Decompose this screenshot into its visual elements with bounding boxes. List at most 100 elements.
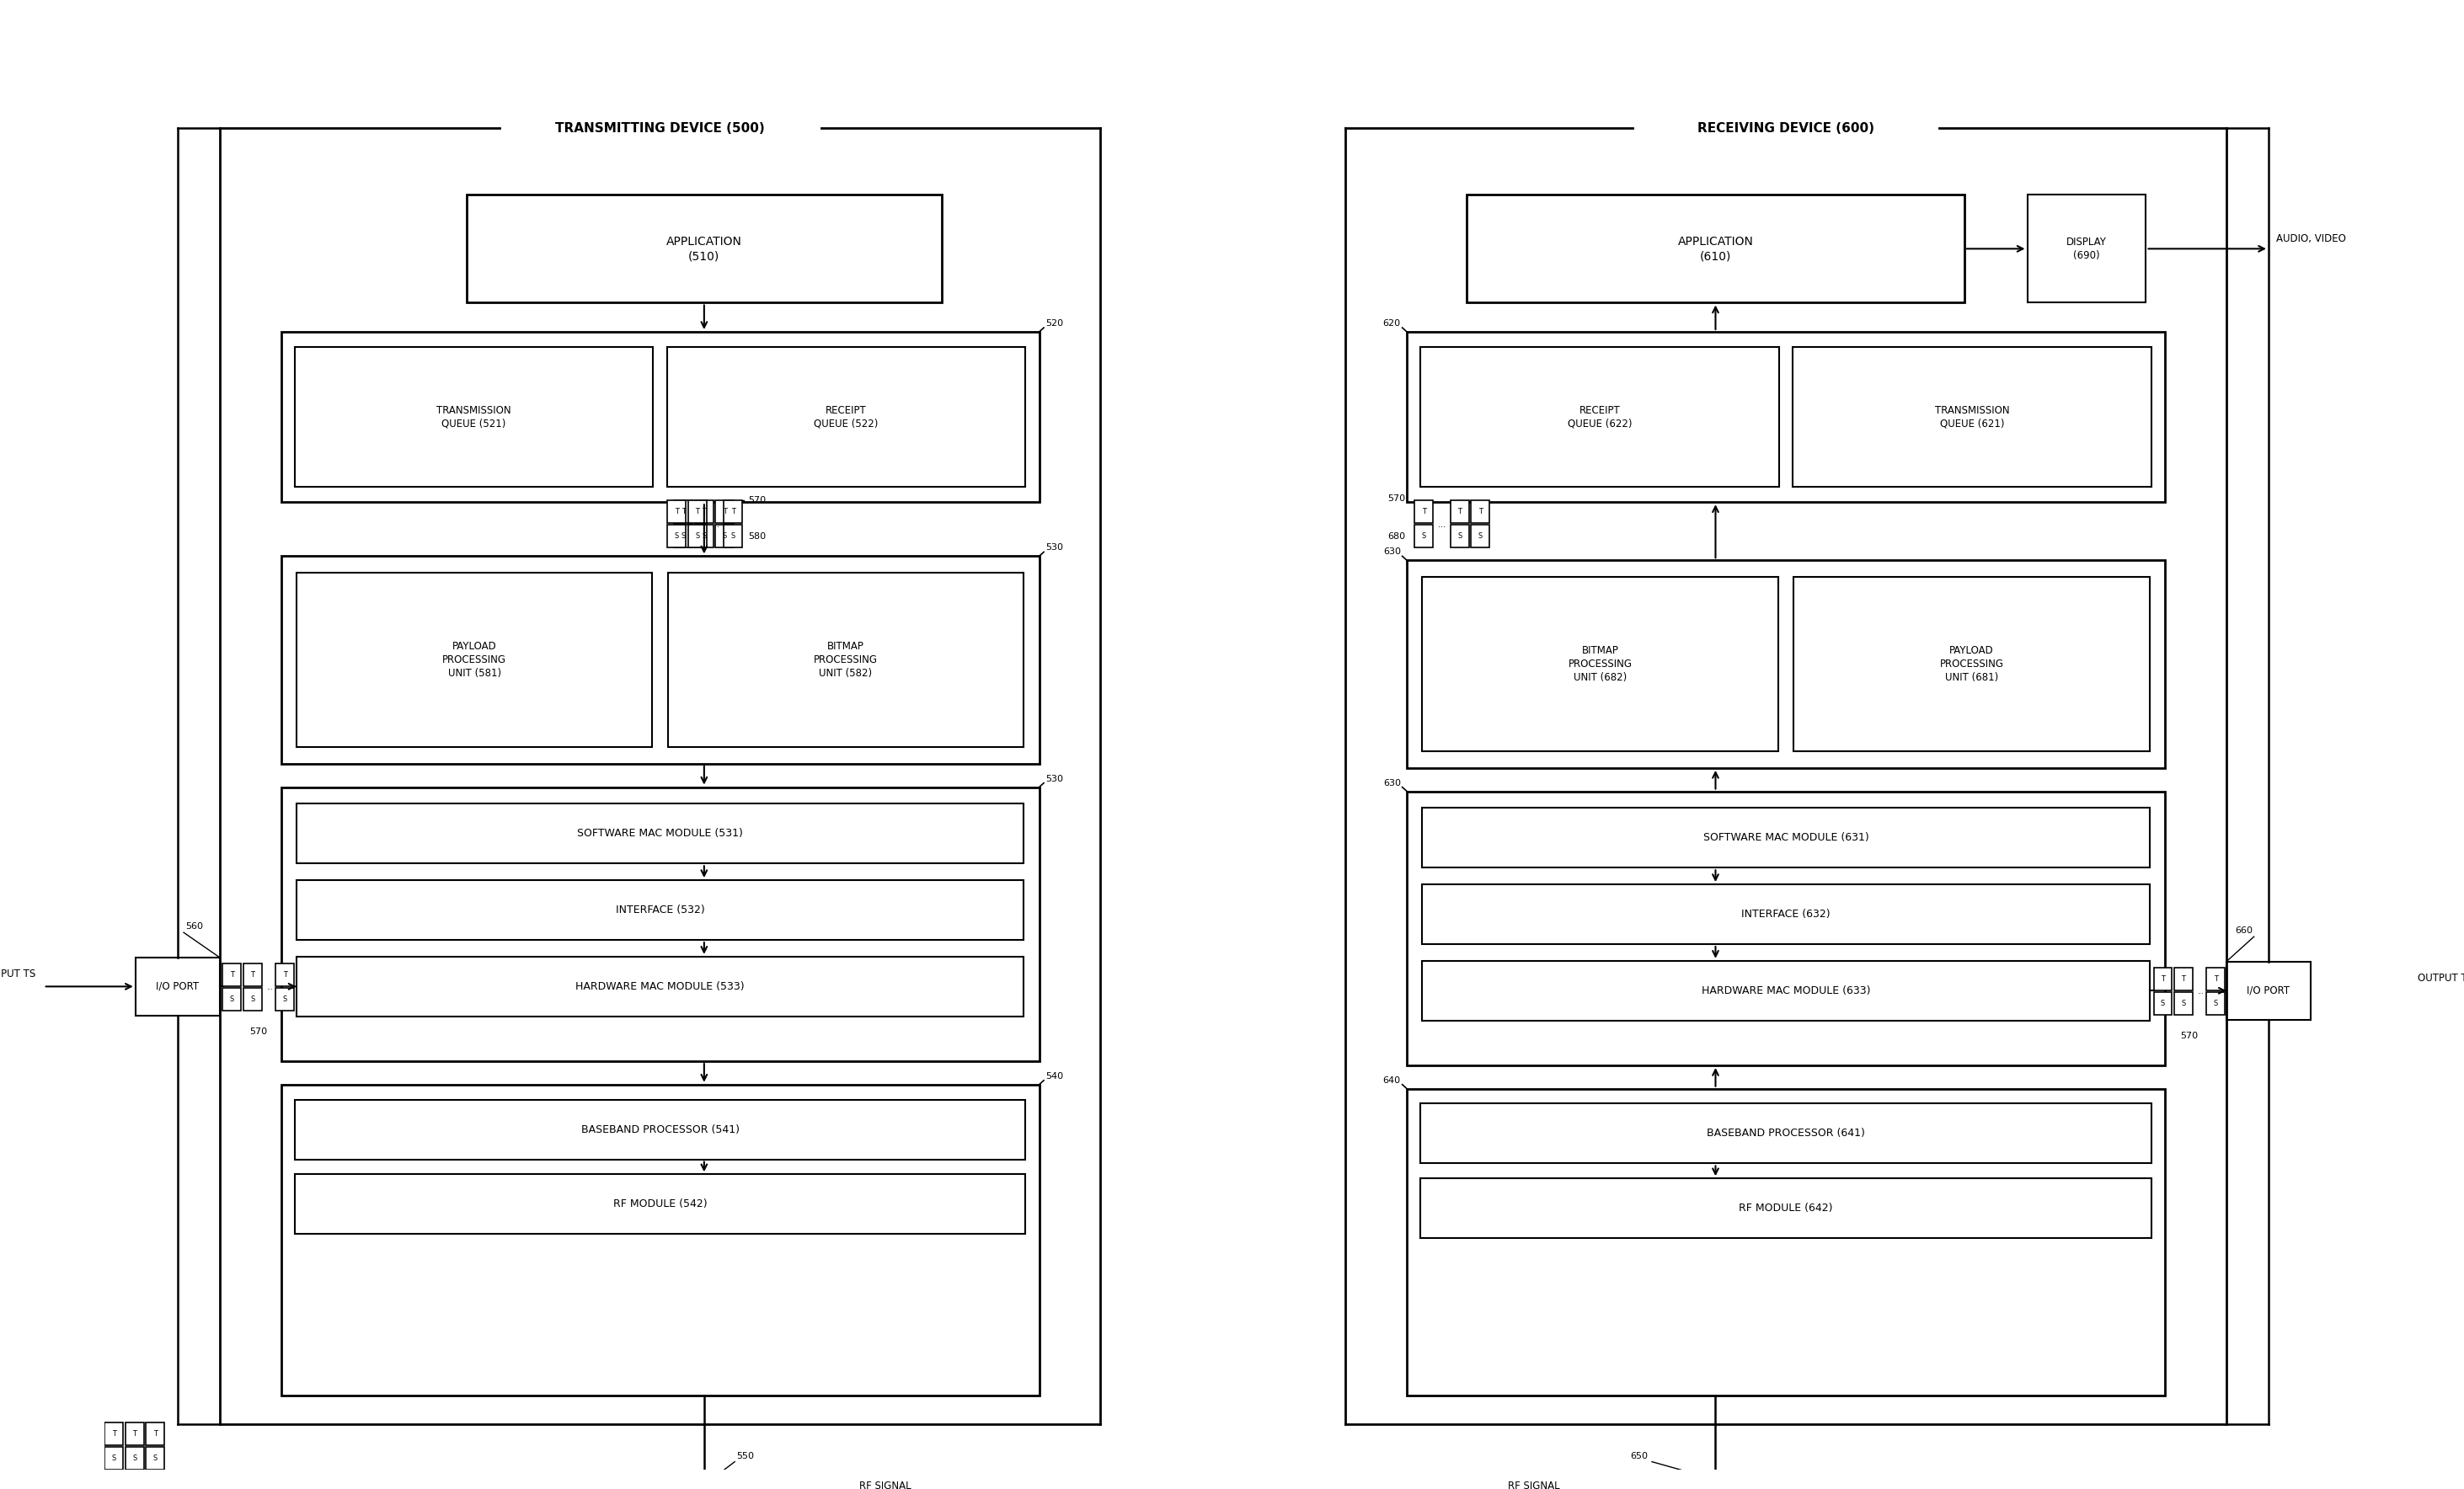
Bar: [276, 963, 293, 987]
Text: S: S: [695, 533, 700, 541]
Text: RF SIGNAL: RF SIGNAL: [1508, 1480, 1560, 1489]
Text: 630: 630: [1382, 548, 1400, 557]
Text: S: S: [133, 1455, 138, 1462]
Text: T: T: [1459, 508, 1461, 515]
Text: RECEIPT
QUEUE (522): RECEIPT QUEUE (522): [813, 405, 877, 429]
Text: AUDIO, VIDEO: AUDIO, VIDEO: [2277, 234, 2346, 244]
Text: 520: 520: [1045, 319, 1062, 328]
Bar: [1407, 791, 2166, 1066]
Bar: [2205, 992, 2225, 1015]
Text: I/O PORT: I/O PORT: [155, 981, 200, 992]
Bar: [145, 1422, 165, 1446]
Text: PAYLOAD
PROCESSING
UNIT (681): PAYLOAD PROCESSING UNIT (681): [1939, 645, 2003, 683]
Text: 570: 570: [2181, 1032, 2198, 1041]
Bar: [1451, 500, 1469, 523]
Text: 530: 530: [1045, 543, 1062, 552]
Text: 540: 540: [1045, 1072, 1062, 1081]
Bar: [1407, 1088, 2166, 1395]
Bar: [715, 500, 734, 523]
Bar: [296, 1099, 1025, 1160]
Text: 560: 560: [185, 922, 202, 931]
Text: T: T: [732, 508, 734, 515]
Text: T: T: [675, 508, 678, 515]
Text: S: S: [1422, 533, 1427, 541]
Bar: [466, 195, 941, 302]
Text: 640: 640: [1382, 1077, 1400, 1084]
Text: BITMAP
PROCESSING
UNIT (682): BITMAP PROCESSING UNIT (682): [1567, 645, 1631, 683]
Text: S: S: [1459, 533, 1461, 541]
Bar: [244, 987, 261, 1011]
Bar: [296, 880, 1025, 940]
Bar: [1422, 960, 2149, 1020]
Text: BASEBAND PROCESSOR (641): BASEBAND PROCESSOR (641): [1708, 1129, 1865, 1139]
Text: T: T: [2161, 975, 2166, 983]
Bar: [724, 524, 742, 548]
Text: PAYLOAD
PROCESSING
UNIT (581): PAYLOAD PROCESSING UNIT (581): [444, 642, 508, 679]
Bar: [2227, 962, 2311, 1020]
Text: HARDWARE MAC MODULE (533): HARDWARE MAC MODULE (533): [577, 981, 744, 992]
Text: OUTPUT TS: OUTPUT TS: [2417, 972, 2464, 984]
Text: 620: 620: [1382, 319, 1400, 328]
Bar: [296, 804, 1025, 864]
Bar: [1422, 809, 2149, 868]
Bar: [281, 557, 1040, 764]
Text: T: T: [702, 508, 707, 515]
Text: S: S: [2181, 999, 2186, 1008]
Bar: [1466, 195, 1964, 302]
Text: 570: 570: [249, 1027, 266, 1036]
Text: RF SIGNAL: RF SIGNAL: [860, 1480, 912, 1489]
Bar: [1794, 347, 2151, 487]
Text: T: T: [229, 971, 234, 978]
Text: T: T: [283, 971, 286, 978]
Text: INTERFACE (532): INTERFACE (532): [616, 905, 705, 916]
Bar: [715, 524, 734, 548]
Text: S: S: [251, 996, 254, 1004]
Text: INTERFACE (632): INTERFACE (632): [1742, 908, 1831, 920]
Text: S: S: [153, 1455, 158, 1462]
Text: 630: 630: [1382, 779, 1400, 788]
Text: 570: 570: [1387, 494, 1404, 503]
Text: S: S: [229, 996, 234, 1004]
Bar: [1422, 347, 1779, 487]
Text: RF MODULE (542): RF MODULE (542): [614, 1199, 707, 1209]
Text: S: S: [675, 533, 678, 541]
Text: S: S: [702, 533, 707, 541]
Text: T: T: [722, 508, 727, 515]
Bar: [281, 1084, 1040, 1395]
Bar: [668, 573, 1025, 747]
Text: S: S: [111, 1455, 116, 1462]
Text: 680: 680: [1387, 532, 1404, 541]
Text: BASEBAND PROCESSOR (541): BASEBAND PROCESSOR (541): [582, 1124, 739, 1135]
Bar: [1451, 524, 1469, 548]
Bar: [724, 500, 742, 523]
Bar: [222, 987, 241, 1011]
Bar: [675, 524, 692, 548]
Text: S: S: [1478, 533, 1483, 541]
Text: TRANSMISSION
QUEUE (621): TRANSMISSION QUEUE (621): [1934, 405, 2011, 429]
Bar: [2173, 992, 2193, 1015]
Text: APPLICATION
(510): APPLICATION (510): [665, 235, 742, 262]
Bar: [1414, 500, 1434, 523]
Bar: [296, 1175, 1025, 1234]
Bar: [1407, 560, 2166, 768]
Text: HARDWARE MAC MODULE (633): HARDWARE MAC MODULE (633): [1703, 986, 1870, 996]
Bar: [276, 987, 293, 1011]
Bar: [281, 332, 1040, 502]
Text: 650: 650: [1631, 1452, 1648, 1461]
Bar: [668, 347, 1025, 487]
Text: T: T: [153, 1429, 158, 1438]
Text: S: S: [2213, 999, 2218, 1008]
Text: ...: ...: [266, 984, 274, 992]
Text: T: T: [1422, 508, 1427, 515]
Text: S: S: [732, 533, 734, 541]
Text: SOFTWARE MAC MODULE (531): SOFTWARE MAC MODULE (531): [577, 828, 744, 840]
Text: S: S: [680, 533, 685, 541]
Text: S: S: [283, 996, 286, 1004]
Bar: [668, 500, 685, 523]
Bar: [1471, 524, 1491, 548]
Bar: [695, 524, 712, 548]
Bar: [296, 573, 653, 747]
Text: S: S: [722, 533, 727, 541]
Bar: [126, 1447, 143, 1470]
Bar: [1407, 332, 2166, 502]
